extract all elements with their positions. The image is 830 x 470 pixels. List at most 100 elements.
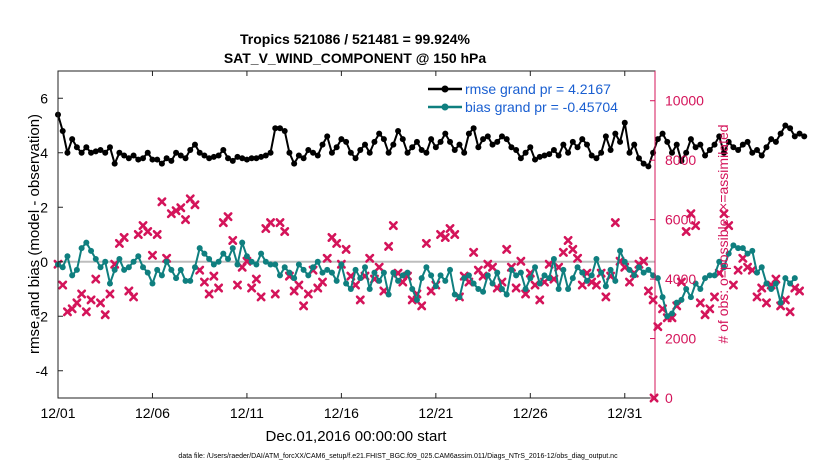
- rmse-point: [612, 130, 619, 137]
- obs-point: [728, 280, 738, 290]
- rmse-point: [574, 144, 581, 151]
- obs-point: [81, 307, 91, 317]
- bias-point: [522, 286, 529, 292]
- rmse-point: [140, 155, 147, 162]
- bias-point: [560, 266, 567, 273]
- bias-point: [399, 272, 406, 279]
- rmse-point: [626, 149, 633, 156]
- bias-point: [187, 277, 194, 284]
- bias-point: [683, 286, 690, 292]
- y2-tick-label: 4000: [665, 271, 696, 287]
- rmse-point: [621, 119, 628, 126]
- bias-point: [583, 277, 590, 284]
- rmse-point: [447, 138, 454, 145]
- rmse-point: [413, 138, 420, 145]
- bias-point: [130, 258, 137, 265]
- bias-point: [428, 272, 435, 279]
- obs-point: [558, 247, 568, 257]
- rmse-point: [569, 138, 576, 145]
- rmse-point: [796, 130, 803, 137]
- rmse-point: [395, 127, 402, 134]
- y-axis-label: rmse and bias (model - observation): [26, 114, 43, 354]
- rmse-point: [791, 133, 798, 140]
- obs-point: [639, 256, 649, 266]
- obs-point: [488, 262, 498, 272]
- bias-point: [494, 269, 501, 276]
- obs-point: [232, 280, 242, 290]
- rmse-point: [697, 141, 704, 148]
- rmse-point: [258, 153, 265, 160]
- bias-point: [772, 280, 779, 287]
- rmse-point: [432, 144, 439, 151]
- rmse-point: [456, 141, 463, 148]
- rmse-point: [602, 133, 609, 140]
- obs-point: [294, 280, 304, 290]
- rmse-point: [295, 152, 302, 159]
- obs-point: [270, 289, 280, 299]
- bias-point: [144, 269, 151, 276]
- obs-point: [181, 215, 191, 225]
- obs-point: [256, 292, 266, 302]
- obs-point: [374, 262, 384, 272]
- rmse-point: [494, 138, 501, 145]
- obs-point: [695, 298, 705, 308]
- rmse-point: [248, 155, 255, 162]
- bias-point: [305, 272, 312, 279]
- rmse-point: [399, 136, 406, 143]
- rmse-point: [125, 155, 132, 162]
- rmse-point: [536, 153, 543, 160]
- obs-point: [152, 230, 162, 239]
- rmse-point: [319, 141, 326, 148]
- rmse-point: [451, 147, 458, 154]
- obs-point: [568, 244, 578, 254]
- obs-point: [105, 289, 115, 299]
- rmse-point: [92, 148, 99, 155]
- obs-point: [733, 265, 743, 275]
- obs-point: [705, 304, 715, 314]
- obs-point: [643, 286, 653, 296]
- legend-rmse-label: rmse grand pr = 4.2167: [465, 81, 611, 97]
- rmse-point: [343, 138, 350, 145]
- bias-point: [579, 269, 586, 276]
- rmse-point: [758, 152, 765, 159]
- obs-point: [214, 283, 224, 293]
- x-tick-label: 12/26: [513, 405, 548, 421]
- bias-point: [201, 250, 208, 257]
- rmse-point: [465, 130, 472, 137]
- y-tick-label: 4: [40, 145, 48, 161]
- rmse-point: [267, 149, 274, 156]
- rmse-point: [73, 144, 80, 151]
- rmse-point: [560, 141, 567, 148]
- rmse-point: [69, 136, 76, 143]
- bias-point: [338, 261, 345, 268]
- bias-point: [177, 266, 184, 273]
- obs-point: [771, 274, 781, 284]
- rmse-point: [187, 147, 194, 154]
- rmse-point: [664, 138, 671, 145]
- obs-point: [351, 280, 361, 290]
- rmse-point: [262, 152, 269, 159]
- rmse-point: [229, 157, 236, 164]
- bias-point: [777, 299, 784, 306]
- bias-point: [196, 245, 203, 252]
- bias-point: [343, 280, 350, 287]
- bias-point: [470, 280, 477, 287]
- obs-point: [795, 286, 805, 296]
- legend-bias-marker: [441, 103, 449, 111]
- rmse-point: [97, 147, 104, 154]
- obs-point: [535, 295, 545, 305]
- rmse-point: [475, 144, 482, 151]
- rmse-point: [437, 138, 444, 145]
- bias-point: [574, 264, 581, 271]
- bias-point: [645, 266, 652, 273]
- rmse-point: [291, 160, 298, 167]
- bias-point: [654, 275, 661, 282]
- rmse-point: [196, 149, 203, 156]
- rmse-point: [404, 149, 411, 156]
- obs-point: [724, 221, 734, 231]
- bias-point: [262, 258, 269, 265]
- rmse-point: [744, 138, 751, 145]
- rmse-point: [711, 141, 718, 148]
- bias-point: [602, 283, 609, 290]
- rmse-point: [286, 149, 293, 156]
